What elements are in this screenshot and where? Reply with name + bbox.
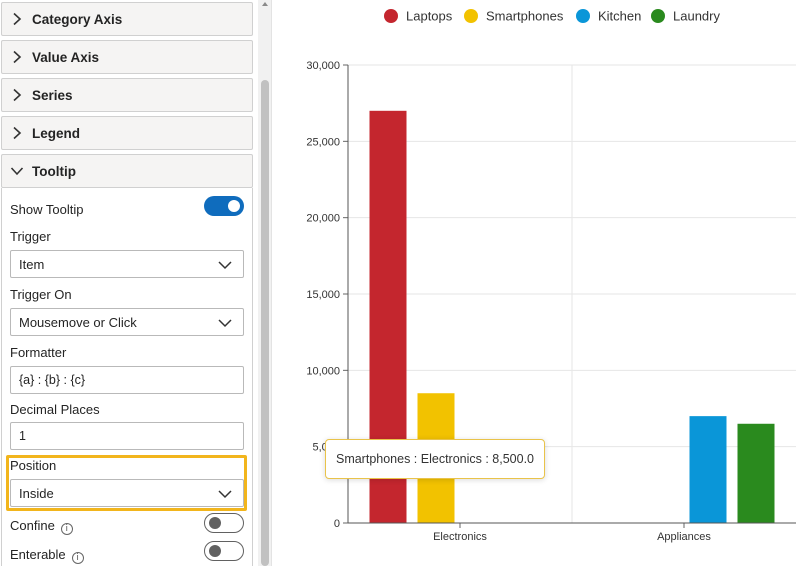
chevron-down-icon — [2, 164, 32, 178]
enterable-toggle[interactable] — [204, 541, 244, 561]
section-tooltip[interactable]: Tooltip — [1, 154, 253, 188]
trigger-select-value: Item — [19, 256, 45, 272]
section-series[interactable]: Series — [1, 78, 253, 112]
section-label: Legend — [32, 125, 81, 141]
trigger-select[interactable]: Item — [10, 250, 244, 278]
y-tick-label: 15,000 — [306, 289, 340, 301]
x-tick-label: Appliances — [657, 531, 711, 543]
enterable-label-text: Enterable — [10, 547, 66, 562]
formatter-input[interactable]: {a} : {b} : {c} — [10, 366, 244, 394]
info-icon[interactable]: i — [60, 523, 73, 535]
settings-panel: Category Axis Value Axis Series Legend T — [0, 0, 272, 566]
section-value-axis[interactable]: Value Axis — [1, 40, 253, 74]
legend-label-laundry: Laundry — [673, 9, 720, 24]
confine-label: Confine i — [10, 518, 73, 535]
trigger-on-select[interactable]: Mousemove or Click — [10, 308, 244, 336]
legend-label-kitchen: Kitchen — [598, 9, 641, 24]
y-tick-label: 30,000 — [306, 60, 340, 72]
y-tick-label: 0 — [334, 518, 340, 530]
y-tick-label: 20,000 — [306, 213, 340, 225]
legend-label-laptops: Laptops — [406, 9, 453, 24]
legend-label-smartphones: Smartphones — [486, 9, 564, 24]
section-category-axis[interactable]: Category Axis — [1, 2, 253, 36]
show-tooltip-label: Show Tooltip — [10, 202, 84, 217]
bar-laundry — [737, 423, 775, 523]
chevron-right-icon — [2, 88, 32, 102]
trigger-on-label: Trigger On — [10, 287, 72, 302]
toggle-knob — [209, 517, 221, 529]
chart-tooltip-text: Smartphones : Electronics : 8,500.0 — [335, 452, 535, 466]
toggle-knob — [209, 545, 221, 557]
section-label: Tooltip — [32, 163, 76, 179]
section-legend[interactable]: Legend — [1, 116, 253, 150]
y-tick-label: 25,000 — [306, 136, 340, 148]
legend-marker-laptops — [384, 9, 398, 23]
chart-tooltip: Smartphones : Electronics : 8,500.0 — [325, 439, 545, 479]
tooltip-settings-body — [1, 188, 253, 566]
position-select-value: Inside — [19, 485, 54, 501]
chevron-down-icon — [218, 490, 232, 499]
panel-scrollbar[interactable] — [258, 0, 271, 566]
show-tooltip-toggle[interactable] — [204, 196, 244, 216]
chart-area: 05,00010,00015,00020,00025,00030,000Elec… — [272, 0, 798, 566]
y-tick-label: 10,000 — [306, 365, 340, 377]
toggle-knob — [228, 200, 240, 212]
chevron-right-icon — [2, 12, 32, 26]
trigger-label: Trigger — [10, 229, 51, 244]
decimal-places-label: Decimal Places — [10, 402, 100, 417]
chevron-down-icon — [218, 261, 232, 270]
trigger-on-select-value: Mousemove or Click — [19, 314, 137, 330]
position-select[interactable]: Inside — [10, 479, 244, 507]
position-label: Position — [10, 458, 57, 473]
chevron-right-icon — [2, 126, 32, 140]
confine-toggle[interactable] — [204, 513, 244, 533]
section-label: Category Axis — [32, 11, 123, 27]
scroll-up-arrow-icon[interactable] — [261, 0, 269, 8]
section-label: Value Axis — [32, 49, 100, 65]
confine-label-text: Confine — [10, 518, 55, 533]
legend-marker-smartphones — [464, 9, 478, 23]
section-label: Series — [32, 87, 73, 103]
x-tick-label: Electronics — [433, 531, 487, 543]
formatter-input-value: {a} : {b} : {c} — [19, 373, 86, 387]
bar-kitchen — [689, 416, 727, 523]
chevron-down-icon — [218, 319, 232, 328]
decimal-places-input[interactable]: 1 — [10, 422, 244, 450]
chevron-right-icon — [2, 50, 32, 64]
legend-marker-laundry — [651, 9, 665, 23]
legend-marker-kitchen — [576, 9, 590, 23]
decimal-places-input-value: 1 — [19, 429, 26, 443]
scrollbar-thumb[interactable] — [261, 80, 269, 566]
formatter-label: Formatter — [10, 345, 67, 360]
info-icon[interactable]: i — [71, 552, 84, 564]
bar-chart: 05,00010,00015,00020,00025,00030,000Elec… — [306, 9, 796, 543]
enterable-label: Enterable i — [10, 547, 84, 564]
